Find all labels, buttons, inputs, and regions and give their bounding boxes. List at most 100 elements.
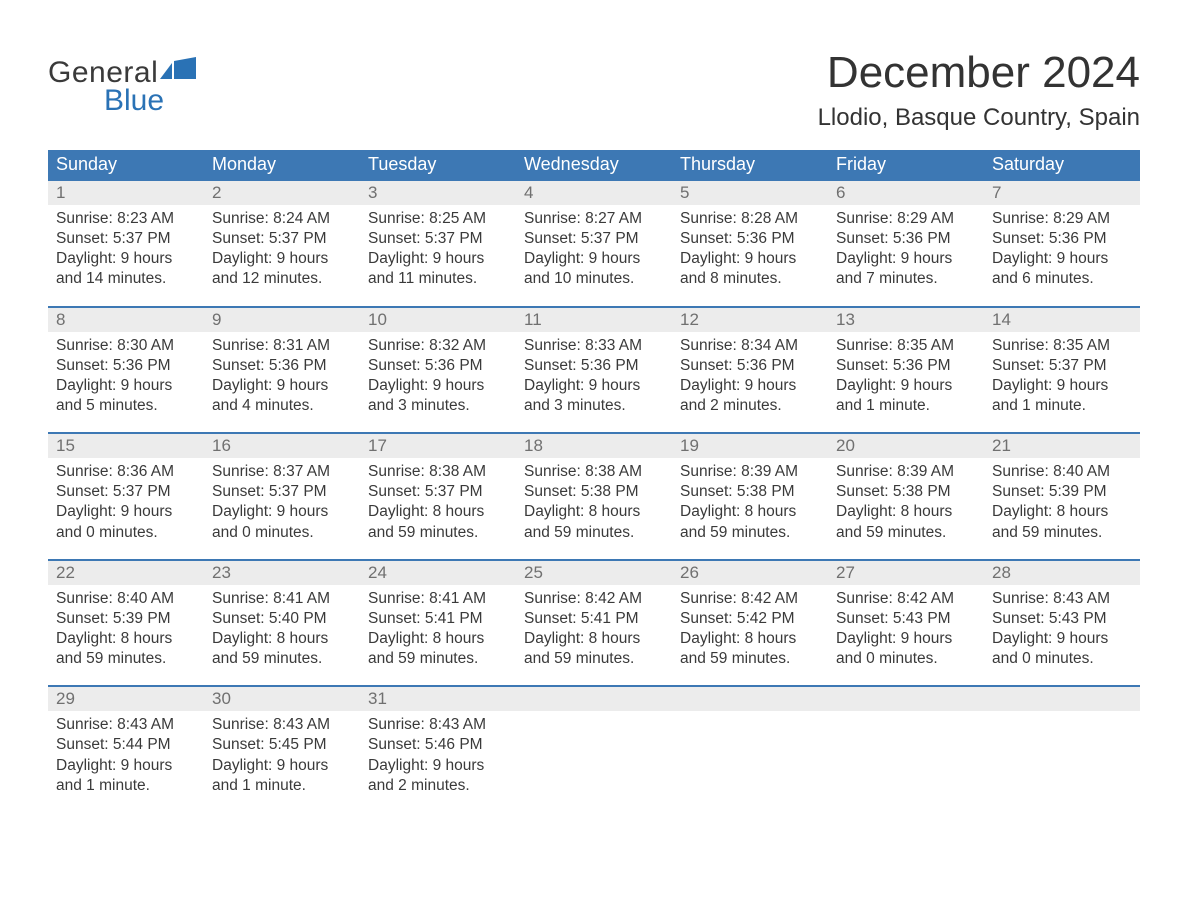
week-row: 22Sunrise: 8:40 AMSunset: 5:39 PMDayligh… [48,559,1140,670]
day-cell: 16Sunrise: 8:37 AMSunset: 5:37 PMDayligh… [204,434,360,543]
sunrise-line: Sunrise: 8:24 AM [212,209,352,229]
day-number: 30 [204,687,360,711]
sunset-line: Sunset: 5:43 PM [992,609,1132,629]
day-cell: 22Sunrise: 8:40 AMSunset: 5:39 PMDayligh… [48,561,204,670]
daylight-line-2: and 59 minutes. [992,523,1132,543]
day-number: 3 [360,181,516,205]
day-number [516,687,672,711]
sunrise-line: Sunrise: 8:40 AM [56,589,196,609]
daylight-line-2: and 6 minutes. [992,269,1132,289]
weekday-header: Thursday [672,150,828,179]
weekday-header: Tuesday [360,150,516,179]
day-body: Sunrise: 8:39 AMSunset: 5:38 PMDaylight:… [672,458,828,543]
sunset-line: Sunset: 5:36 PM [836,356,976,376]
sunrise-line: Sunrise: 8:39 AM [680,462,820,482]
daylight-line-2: and 59 minutes. [524,649,664,669]
day-number: 8 [48,308,204,332]
sunrise-line: Sunrise: 8:38 AM [524,462,664,482]
sunset-line: Sunset: 5:36 PM [992,229,1132,249]
sunrise-line: Sunrise: 8:35 AM [836,336,976,356]
sunset-line: Sunset: 5:39 PM [992,482,1132,502]
day-body: Sunrise: 8:40 AMSunset: 5:39 PMDaylight:… [984,458,1140,543]
sunrise-line: Sunrise: 8:33 AM [524,336,664,356]
daylight-line-1: Daylight: 8 hours [992,502,1132,522]
sunrise-line: Sunrise: 8:32 AM [368,336,508,356]
week-row: 29Sunrise: 8:43 AMSunset: 5:44 PMDayligh… [48,685,1140,796]
day-cell: 15Sunrise: 8:36 AMSunset: 5:37 PMDayligh… [48,434,204,543]
day-number: 27 [828,561,984,585]
daylight-line-1: Daylight: 9 hours [212,756,352,776]
day-number: 23 [204,561,360,585]
day-cell: 23Sunrise: 8:41 AMSunset: 5:40 PMDayligh… [204,561,360,670]
daylight-line-1: Daylight: 9 hours [212,376,352,396]
sunset-line: Sunset: 5:39 PM [56,609,196,629]
sunset-line: Sunset: 5:45 PM [212,735,352,755]
daylight-line-1: Daylight: 8 hours [680,502,820,522]
daylight-line-2: and 7 minutes. [836,269,976,289]
sunrise-line: Sunrise: 8:23 AM [56,209,196,229]
daylight-line-2: and 1 minute. [212,776,352,796]
daylight-line-1: Daylight: 9 hours [368,756,508,776]
daylight-line-1: Daylight: 8 hours [680,629,820,649]
calendar: Sunday Monday Tuesday Wednesday Thursday… [48,150,1140,796]
sunset-line: Sunset: 5:41 PM [368,609,508,629]
daylight-line-1: Daylight: 8 hours [524,629,664,649]
daylight-line-2: and 59 minutes. [524,523,664,543]
day-body: Sunrise: 8:38 AMSunset: 5:38 PMDaylight:… [516,458,672,543]
day-cell: 3Sunrise: 8:25 AMSunset: 5:37 PMDaylight… [360,181,516,290]
weekday-header: Wednesday [516,150,672,179]
sunrise-line: Sunrise: 8:35 AM [992,336,1132,356]
day-cell: 20Sunrise: 8:39 AMSunset: 5:38 PMDayligh… [828,434,984,543]
day-body: Sunrise: 8:37 AMSunset: 5:37 PMDaylight:… [204,458,360,543]
day-cell: 28Sunrise: 8:43 AMSunset: 5:43 PMDayligh… [984,561,1140,670]
day-number: 17 [360,434,516,458]
logo-flag-icon [160,57,196,84]
sunrise-line: Sunrise: 8:36 AM [56,462,196,482]
daylight-line-1: Daylight: 9 hours [212,249,352,269]
logo: General Blue [48,48,196,118]
day-body: Sunrise: 8:31 AMSunset: 5:36 PMDaylight:… [204,332,360,417]
day-body: Sunrise: 8:33 AMSunset: 5:36 PMDaylight:… [516,332,672,417]
sunset-line: Sunset: 5:36 PM [368,356,508,376]
sunrise-line: Sunrise: 8:40 AM [992,462,1132,482]
day-cell: 1Sunrise: 8:23 AMSunset: 5:37 PMDaylight… [48,181,204,290]
day-body: Sunrise: 8:42 AMSunset: 5:43 PMDaylight:… [828,585,984,670]
weekday-header: Saturday [984,150,1140,179]
day-number [984,687,1140,711]
day-body: Sunrise: 8:43 AMSunset: 5:43 PMDaylight:… [984,585,1140,670]
day-body: Sunrise: 8:36 AMSunset: 5:37 PMDaylight:… [48,458,204,543]
day-body: Sunrise: 8:41 AMSunset: 5:40 PMDaylight:… [204,585,360,670]
sunrise-line: Sunrise: 8:39 AM [836,462,976,482]
day-body: Sunrise: 8:43 AMSunset: 5:46 PMDaylight:… [360,711,516,796]
day-cell: 12Sunrise: 8:34 AMSunset: 5:36 PMDayligh… [672,308,828,417]
sunrise-line: Sunrise: 8:43 AM [212,715,352,735]
daylight-line-2: and 11 minutes. [368,269,508,289]
daylight-line-1: Daylight: 8 hours [836,502,976,522]
sunset-line: Sunset: 5:37 PM [368,482,508,502]
sunrise-line: Sunrise: 8:43 AM [56,715,196,735]
sunset-line: Sunset: 5:44 PM [56,735,196,755]
logo-text-blue: Blue [104,84,164,118]
day-number: 6 [828,181,984,205]
sunset-line: Sunset: 5:37 PM [212,229,352,249]
day-number: 15 [48,434,204,458]
daylight-line-2: and 59 minutes. [836,523,976,543]
sunrise-line: Sunrise: 8:42 AM [836,589,976,609]
daylight-line-2: and 2 minutes. [680,396,820,416]
day-cell: 19Sunrise: 8:39 AMSunset: 5:38 PMDayligh… [672,434,828,543]
daylight-line-1: Daylight: 9 hours [524,249,664,269]
day-number: 4 [516,181,672,205]
daylight-line-2: and 1 minute. [56,776,196,796]
week-row: 15Sunrise: 8:36 AMSunset: 5:37 PMDayligh… [48,432,1140,543]
location-subtitle: Llodio, Basque Country, Spain [818,104,1140,132]
day-body: Sunrise: 8:29 AMSunset: 5:36 PMDaylight:… [984,205,1140,290]
sunrise-line: Sunrise: 8:43 AM [368,715,508,735]
week-row: 8Sunrise: 8:30 AMSunset: 5:36 PMDaylight… [48,306,1140,417]
day-cell: 13Sunrise: 8:35 AMSunset: 5:36 PMDayligh… [828,308,984,417]
day-number: 28 [984,561,1140,585]
day-cell: 4Sunrise: 8:27 AMSunset: 5:37 PMDaylight… [516,181,672,290]
day-cell: 18Sunrise: 8:38 AMSunset: 5:38 PMDayligh… [516,434,672,543]
weekday-header-row: Sunday Monday Tuesday Wednesday Thursday… [48,150,1140,179]
day-number: 18 [516,434,672,458]
daylight-line-2: and 1 minute. [992,396,1132,416]
